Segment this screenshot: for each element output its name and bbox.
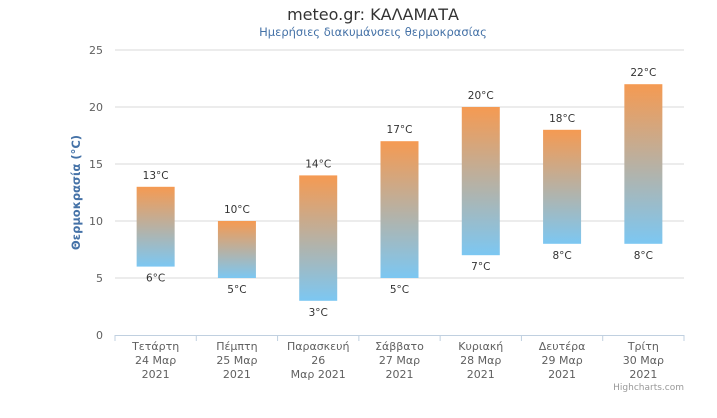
- x-tick-label: 2021: [142, 368, 170, 381]
- chart-subtitle: Ημερήσιες διακυμάνσεις θερμοκρασίας: [259, 25, 487, 39]
- x-tick-label: 2021: [386, 368, 414, 381]
- x-tick-label: Κυριακή: [458, 340, 503, 353]
- x-tick-label: Πέμπτη: [216, 340, 257, 353]
- x-tick-label: 29 Μαρ: [541, 354, 582, 367]
- credits-link[interactable]: Highcharts.com: [613, 383, 684, 393]
- x-tick-label: 24 Μαρ: [135, 354, 176, 367]
- y-tick-label: 15: [89, 158, 103, 171]
- high-temp-label: 20°C: [468, 90, 494, 102]
- low-temp-label: 8°C: [552, 250, 571, 262]
- x-tick-label: Μαρ 2021: [291, 368, 346, 381]
- temperature-range-bar: [461, 107, 500, 256]
- y-tick-label: 5: [96, 272, 103, 285]
- y-tick-label: 25: [89, 44, 103, 57]
- y-tick-label: 10: [89, 215, 103, 228]
- x-tick-label: Δευτέρα: [539, 340, 586, 353]
- high-temp-label: 13°C: [143, 170, 169, 182]
- low-temp-label: 7°C: [471, 261, 490, 273]
- x-tick-label: 28 Μαρ: [460, 354, 501, 367]
- x-tick-label: 26: [311, 354, 325, 367]
- temperature-range-bar: [299, 175, 338, 301]
- x-tick-label: Σάββατο: [375, 340, 424, 353]
- high-temp-label: 14°C: [305, 158, 331, 170]
- temperature-range-bar: [543, 129, 582, 244]
- low-temp-label: 6°C: [146, 273, 165, 285]
- low-temp-label: 3°C: [309, 307, 328, 319]
- temperature-range-bar: [380, 141, 419, 278]
- high-temp-label: 10°C: [224, 204, 250, 216]
- high-temp-label: 22°C: [630, 67, 656, 79]
- high-temp-label: 17°C: [387, 124, 413, 136]
- low-temp-label: 8°C: [634, 250, 653, 262]
- x-tick-label: 2021: [548, 368, 576, 381]
- y-tick-label: 0: [96, 329, 103, 342]
- x-tick-label: Τετάρτη: [131, 340, 179, 353]
- x-tick-label: 2021: [223, 368, 251, 381]
- high-temp-label: 18°C: [549, 113, 575, 125]
- y-axis-ticks: 0 5 10 15 20 25: [89, 44, 103, 342]
- y-tick-label: 20: [89, 101, 103, 114]
- temperature-range-bar: [624, 84, 663, 244]
- temperature-range-bar: [217, 221, 256, 278]
- x-tick-label: 25 Μαρ: [216, 354, 257, 367]
- data-labels: 13°C 6°C 10°C 5°C 14°C 3°C 17°C 5°C 20°C 7°C 18°C 8…: [143, 67, 657, 319]
- low-temp-label: 5°C: [390, 284, 409, 296]
- x-tick-label: 27 Μαρ: [379, 354, 420, 367]
- chart-title: meteo.gr: ΚΑΛΑΜΑΤΑ: [287, 5, 459, 24]
- x-tick-label: Παρασκευή: [287, 340, 350, 353]
- bar-series: [136, 84, 663, 301]
- x-tick-label: Τρίτη: [627, 340, 659, 353]
- x-tick-label: 30 Μαρ: [623, 354, 664, 367]
- low-temp-label: 5°C: [227, 284, 246, 296]
- y-axis-label: Θερμοκρασία (°C): [69, 135, 83, 250]
- temperature-range-bar: [136, 186, 175, 267]
- x-tick-label: 2021: [467, 368, 495, 381]
- x-tick-label: 2021: [629, 368, 657, 381]
